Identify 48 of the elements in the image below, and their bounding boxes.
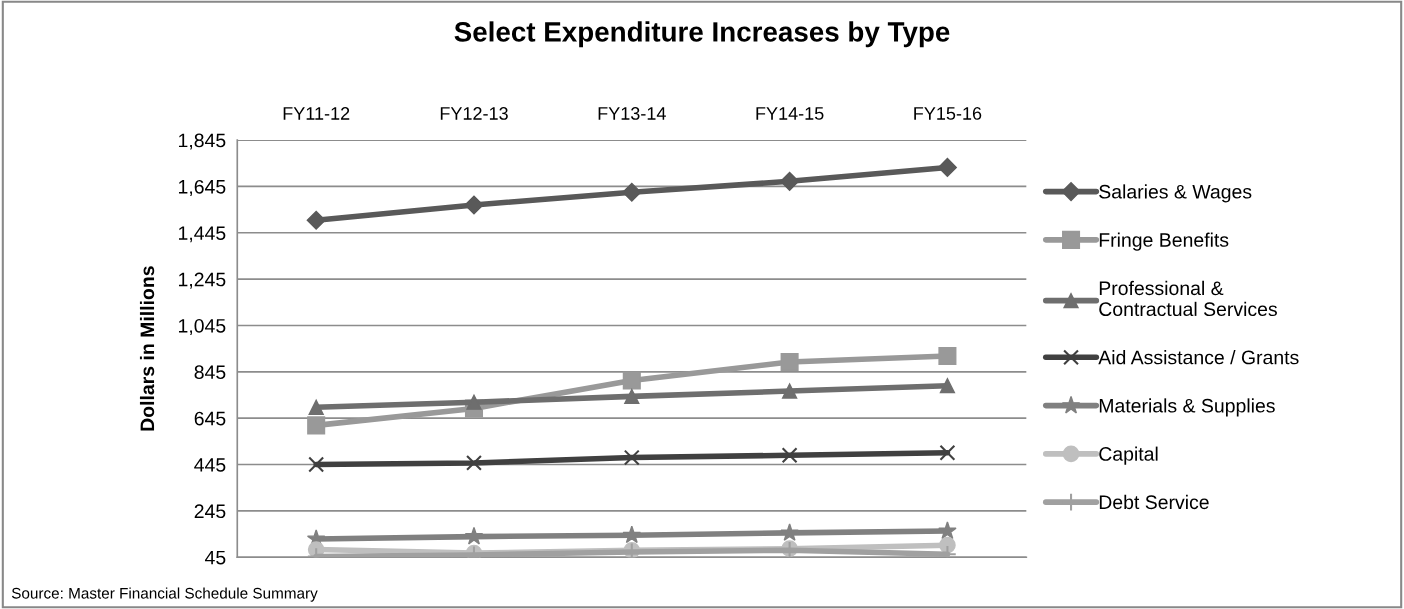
point — [464, 526, 484, 545]
point — [938, 521, 957, 540]
y-axis-title: Dollars in Millions — [139, 266, 155, 431]
x-tick-label: FY12-13 — [440, 107, 508, 120]
point — [306, 210, 326, 230]
legend-label: Professional & Contractual Services — [1099, 280, 1277, 317]
legend-label: Capital — [1099, 446, 1158, 465]
point — [308, 399, 324, 415]
source-note: Source: Master Financial Schedule Summary — [11, 587, 318, 602]
point — [937, 157, 957, 177]
point — [623, 449, 640, 466]
point — [307, 416, 326, 435]
legend-label: Salaries & Wages — [1099, 184, 1252, 203]
point — [781, 383, 798, 399]
y-tick-label: 1,645 — [178, 179, 226, 196]
chart-title: Select Expenditure Increases by Type — [454, 21, 950, 48]
x-tick-label: FY15-16 — [914, 107, 982, 120]
point — [939, 444, 956, 461]
legend-label: Aid Assistance / Grants — [1098, 350, 1299, 365]
y-tick-label: 1,045 — [178, 318, 226, 336]
y-tick-label: 1,245 — [178, 272, 226, 289]
x-tick-label: FY13-14 — [598, 107, 666, 120]
y-tick-label: 1,445 — [178, 226, 226, 243]
x-tick-label: FY11-12 — [283, 107, 350, 120]
point — [464, 195, 484, 215]
point — [624, 388, 640, 405]
point — [780, 353, 799, 372]
point — [780, 523, 799, 541]
point — [622, 182, 642, 202]
point — [938, 347, 957, 366]
point — [622, 371, 641, 390]
point — [622, 525, 642, 544]
legend-label: Debt Service — [1099, 494, 1209, 510]
legend-label: Fringe Benefits — [1099, 232, 1229, 251]
point — [466, 454, 482, 471]
point — [780, 171, 800, 191]
point — [466, 394, 482, 410]
point — [939, 378, 956, 394]
y-tick-label: 1,845 — [178, 133, 226, 150]
x-tick-label: FY14-15 — [756, 107, 824, 120]
point — [781, 447, 798, 464]
y-tick-label: 245 — [194, 504, 226, 519]
legend-label: Materials & Supplies — [1099, 398, 1275, 417]
point — [308, 456, 325, 473]
y-tick-label: 445 — [194, 458, 226, 472]
y-tick-label: 845 — [194, 365, 226, 380]
y-tick-label: 45 — [204, 550, 226, 565]
y-tick-label: 645 — [194, 411, 226, 426]
